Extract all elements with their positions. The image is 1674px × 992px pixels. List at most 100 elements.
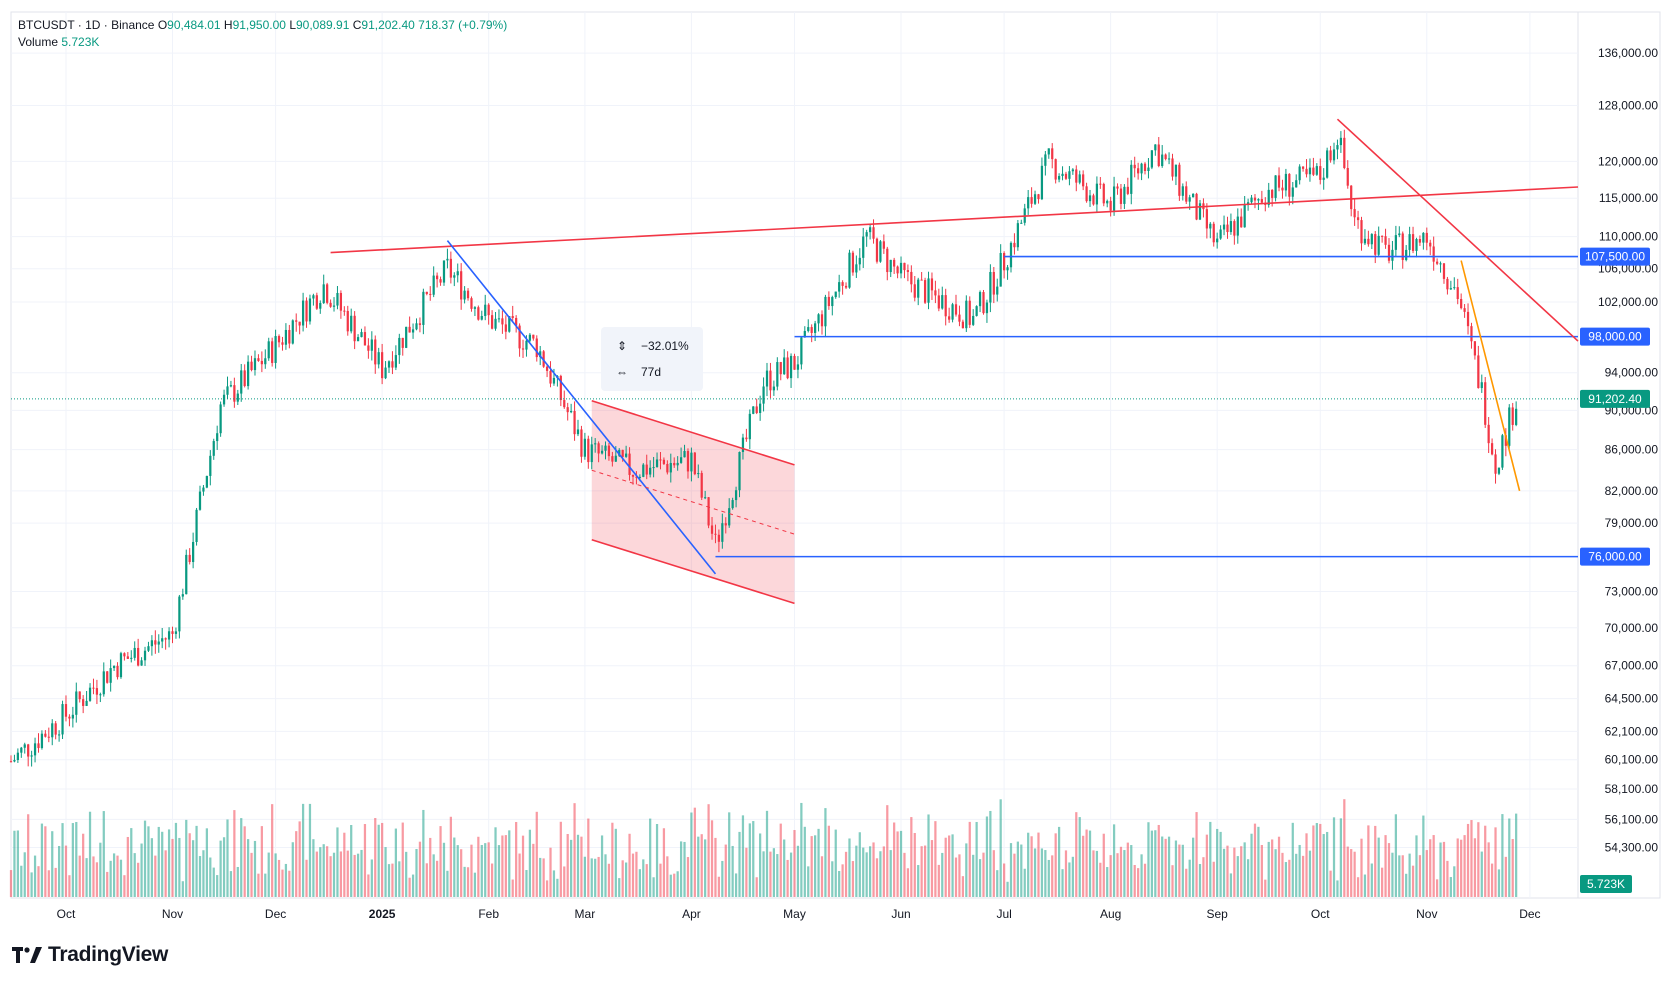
candle-body (346, 310, 349, 332)
volume-bar (312, 839, 315, 897)
volume-bar (710, 820, 714, 897)
price-tag-label: 91,202.40 (1588, 392, 1642, 406)
candle-body (1167, 158, 1171, 160)
candle-body (1401, 233, 1404, 261)
candle-body (793, 355, 796, 370)
volume-bar (1387, 843, 1391, 897)
candle-body (604, 445, 607, 451)
candle-body (652, 467, 655, 469)
volume-bar (783, 839, 786, 897)
volume-bar (697, 836, 700, 897)
candle-body (552, 377, 556, 384)
candle-body (728, 508, 731, 526)
volume-bar (563, 866, 566, 897)
x-tick-label: Dec (1519, 907, 1540, 921)
volume-bar (1384, 835, 1387, 897)
tradingview-logo[interactable]: TradingView (12, 943, 168, 967)
candle-body (1442, 263, 1446, 279)
volume-bar (116, 855, 119, 897)
candle-body (972, 315, 975, 325)
volume-bar (78, 855, 81, 897)
candle-body (9, 761, 13, 763)
volume-bar (965, 843, 968, 897)
candle-body (161, 638, 164, 642)
volume-bar (721, 860, 724, 897)
candle-body (384, 367, 387, 379)
volume-bar (1150, 830, 1154, 897)
volume-bar (838, 871, 841, 897)
y-tick-label: 82,000.00 (1605, 484, 1659, 498)
candle-body (704, 497, 707, 499)
candle-body (1449, 288, 1452, 290)
volume-bar (1064, 850, 1068, 897)
candle-body (549, 370, 552, 384)
volume-bar (886, 805, 889, 897)
volume-bar (157, 826, 160, 897)
candle-body (432, 275, 435, 295)
candle-body (1147, 167, 1150, 171)
volume-bar (20, 865, 23, 897)
candle-body (1332, 149, 1336, 161)
volume-bar (937, 864, 940, 897)
price-tag-label: 76,000.00 (1588, 550, 1642, 564)
volume-bar (814, 835, 817, 897)
candle-body (112, 665, 116, 669)
candle-body (618, 449, 621, 456)
candle-body (1020, 222, 1023, 224)
candle-body (1277, 175, 1281, 188)
candle-body (600, 450, 604, 454)
volume-bar (624, 862, 628, 897)
candle-body (1336, 145, 1339, 150)
measure-duration-row: ⇔ 77d (615, 365, 661, 379)
volume-bar (858, 832, 861, 897)
candle-body (1463, 308, 1466, 312)
volume-bar (439, 826, 442, 897)
candle-body (415, 323, 418, 330)
x-tick-label: Dec (265, 907, 286, 921)
volume-bar (222, 837, 226, 897)
candle-body (418, 323, 422, 325)
candle-body (717, 534, 721, 542)
volume-bar (1216, 828, 1219, 897)
candle-body (446, 258, 449, 261)
candle-body (686, 451, 690, 472)
candle-body (1188, 197, 1191, 202)
symbol-label: BTCUSDT · 1D · Binance (18, 18, 155, 32)
candle-body (1243, 204, 1246, 228)
volume-bar (1490, 863, 1494, 897)
volume-bar (1006, 881, 1009, 897)
candle-body (387, 361, 391, 368)
candle-body (1418, 239, 1422, 243)
volume-bar (346, 850, 349, 897)
candle-body (679, 457, 683, 463)
candle-body (525, 340, 528, 350)
candle-body (989, 271, 992, 303)
volume-bar (1504, 856, 1507, 897)
volume-bar (992, 850, 995, 897)
price-tag (1580, 327, 1650, 346)
volume-bar (350, 824, 353, 897)
volume-bar (1449, 877, 1452, 897)
volume-bar (308, 803, 312, 897)
volume-bar (769, 851, 772, 897)
volume-bar (133, 853, 136, 897)
candle-body (923, 280, 927, 303)
candle-body (501, 318, 504, 325)
candle-body (810, 327, 813, 333)
volume-bar (1363, 874, 1367, 897)
volume-bar (490, 863, 494, 897)
volume-bar (257, 873, 260, 897)
candle-body (614, 455, 617, 462)
volume-value: 5.723K (61, 35, 100, 49)
volume-bar (673, 873, 676, 897)
volume-bar (1171, 865, 1174, 897)
volume-bar (597, 856, 600, 897)
volume-bar (1277, 836, 1281, 897)
volume-bar (1494, 827, 1497, 897)
volume-bar (295, 831, 298, 897)
candle-body (1274, 175, 1277, 198)
candle-body (1181, 186, 1184, 196)
candle-body (814, 323, 817, 333)
